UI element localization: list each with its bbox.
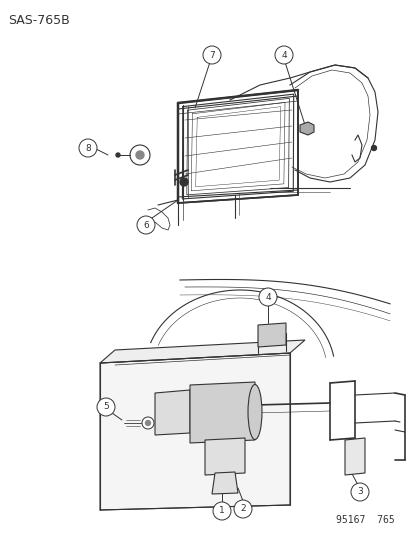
Ellipse shape (247, 384, 261, 440)
Polygon shape (100, 353, 289, 510)
Text: 4: 4 (265, 293, 270, 302)
Circle shape (202, 46, 221, 64)
Text: 8: 8 (85, 143, 91, 152)
Text: 2: 2 (240, 505, 245, 513)
Polygon shape (211, 472, 237, 494)
Circle shape (370, 146, 375, 150)
Text: 5: 5 (103, 402, 109, 411)
Circle shape (233, 500, 252, 518)
Circle shape (137, 216, 154, 234)
Circle shape (130, 145, 150, 165)
Circle shape (350, 483, 368, 501)
Text: SAS-765B: SAS-765B (8, 14, 69, 27)
Polygon shape (344, 438, 364, 475)
Circle shape (142, 417, 154, 429)
Circle shape (212, 502, 230, 520)
Circle shape (97, 398, 115, 416)
Text: 95167  765: 95167 765 (335, 515, 394, 525)
Circle shape (136, 151, 144, 159)
Text: 1: 1 (218, 506, 224, 515)
Polygon shape (100, 340, 304, 363)
Circle shape (259, 288, 276, 306)
Polygon shape (299, 122, 313, 135)
Circle shape (274, 46, 292, 64)
Circle shape (79, 139, 97, 157)
Polygon shape (204, 438, 244, 475)
Text: 6: 6 (143, 221, 149, 230)
Text: 7: 7 (209, 51, 214, 60)
Circle shape (145, 421, 150, 425)
Circle shape (180, 178, 188, 186)
Circle shape (116, 153, 120, 157)
Text: 3: 3 (356, 488, 362, 497)
Polygon shape (190, 382, 254, 443)
Text: 4: 4 (280, 51, 286, 60)
Polygon shape (154, 390, 190, 435)
Polygon shape (257, 323, 285, 347)
